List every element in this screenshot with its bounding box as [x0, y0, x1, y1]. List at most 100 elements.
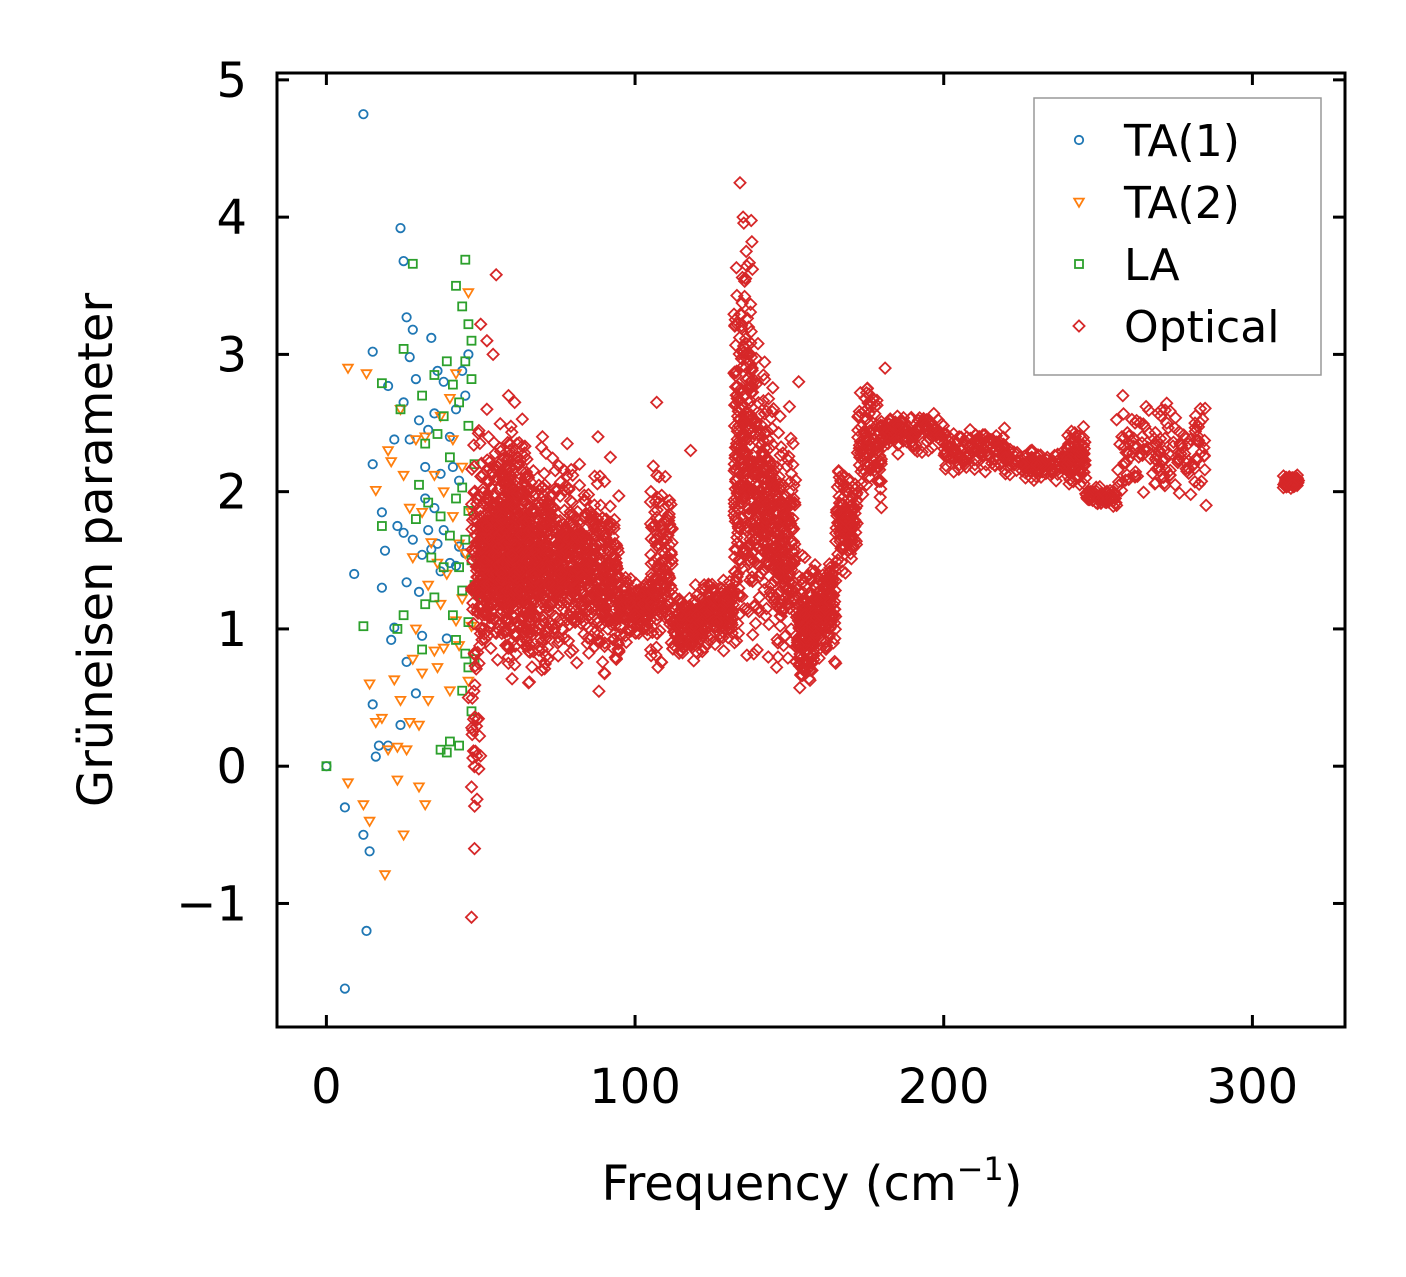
optical-band-point	[1154, 403, 1168, 418]
optical-band-point	[729, 388, 744, 403]
optical-band-point	[1197, 462, 1212, 477]
la-point	[432, 429, 443, 439]
optical-band-point	[665, 553, 679, 568]
optical-point	[983, 436, 997, 451]
optical-band-point	[997, 421, 1012, 435]
optical-band-point	[521, 485, 535, 499]
optical-point	[736, 210, 750, 224]
optical-point	[921, 443, 936, 458]
optical-point	[643, 594, 658, 609]
optical-band-point	[1166, 435, 1181, 450]
optical-band-point	[477, 627, 492, 641]
optical-band-point	[1111, 475, 1126, 489]
optical-band-point	[758, 440, 772, 455]
optical-band-point	[494, 566, 509, 581]
optical-band-point	[644, 547, 658, 562]
optical-band-point	[745, 361, 759, 375]
optical-band-point	[1183, 432, 1198, 447]
optical-band-point	[498, 638, 513, 653]
optical-band-point	[827, 631, 842, 646]
optical-band-point	[872, 455, 886, 470]
optical-band-point	[751, 336, 765, 351]
optical-point	[501, 388, 516, 403]
optical-point	[581, 580, 596, 595]
optical-band-point	[637, 608, 652, 622]
optical-band-point	[655, 518, 669, 533]
optical-band-point	[781, 561, 796, 575]
optical-band-point	[477, 554, 492, 568]
x-axis-label-text: Frequency (cm	[601, 1156, 956, 1212]
optical-band-point	[780, 595, 795, 610]
optical-band-point	[733, 495, 748, 510]
ta-1-point	[438, 376, 449, 387]
optical-band-point	[551, 537, 566, 552]
ta-2-point	[418, 800, 432, 812]
optical-band-point	[528, 585, 542, 600]
optical-band-point	[831, 547, 845, 562]
ta-2-point	[341, 363, 355, 375]
optical-band-point	[493, 416, 508, 431]
optical-band-point	[510, 436, 524, 451]
optical-band-point	[526, 488, 541, 503]
optical-band-point	[664, 547, 679, 562]
optical-band-point	[583, 631, 597, 646]
optical-band-point	[819, 600, 834, 615]
optical-band-point	[783, 431, 798, 446]
optical-band-point	[468, 659, 483, 673]
optical-band-point	[537, 466, 552, 481]
optical-band-point	[507, 657, 522, 672]
optical-band-point	[716, 625, 731, 640]
optical-band-point	[1181, 436, 1196, 451]
optical-band-point	[564, 462, 579, 477]
optical-band-point	[789, 655, 803, 669]
legend-label-optical: Optical	[1124, 302, 1279, 353]
optical-band-point	[534, 663, 549, 677]
optical-band-point	[863, 463, 878, 477]
y-tick-label: 2	[216, 465, 247, 521]
optical-band-point	[614, 587, 629, 602]
optical-point	[1140, 443, 1155, 458]
optical-band-point	[601, 622, 615, 636]
optical-band-point	[828, 622, 843, 637]
optical-point	[1183, 487, 1198, 502]
optical-band-point	[466, 438, 481, 452]
optical-band-point	[490, 653, 505, 667]
optical-band-point	[973, 444, 988, 459]
la-point	[438, 562, 449, 573]
ta-1-point	[453, 541, 465, 552]
la-point	[376, 378, 387, 389]
ta-2-point	[437, 487, 451, 499]
optical-band-point	[1159, 396, 1174, 411]
optical-band-point	[600, 555, 615, 570]
optical-band-point	[970, 453, 984, 467]
optical-band-point	[535, 642, 550, 656]
optical-point	[674, 608, 689, 623]
optical-band-point	[798, 570, 813, 585]
optical-band-point	[512, 589, 526, 604]
la-point	[454, 562, 465, 573]
la-point	[454, 397, 465, 408]
optical-band-point	[727, 319, 742, 333]
optical-band-point	[766, 401, 781, 416]
ta-2-point	[418, 432, 432, 444]
ta-2-point	[406, 654, 420, 666]
optical-band-point	[808, 557, 822, 572]
optical-band-point	[773, 597, 788, 611]
optical-band-point	[581, 646, 596, 660]
y-tick-label: 4	[216, 190, 247, 246]
optical-band-point	[489, 589, 504, 604]
la-point	[438, 411, 449, 422]
optical-band-point	[1072, 477, 1087, 492]
optical-band-point	[991, 440, 1006, 455]
optical-band-point	[517, 446, 532, 460]
plot-frame	[275, 71, 1347, 1029]
la-point	[398, 610, 409, 621]
optical-band-point	[768, 554, 783, 569]
optical-band-point	[536, 480, 550, 495]
optical-band-point	[557, 483, 572, 498]
optical-band-point	[788, 639, 803, 654]
optical-band-point	[521, 471, 536, 485]
optical-band-point	[965, 438, 980, 453]
optical-band-point	[767, 463, 782, 478]
optical-band-point	[490, 460, 505, 474]
